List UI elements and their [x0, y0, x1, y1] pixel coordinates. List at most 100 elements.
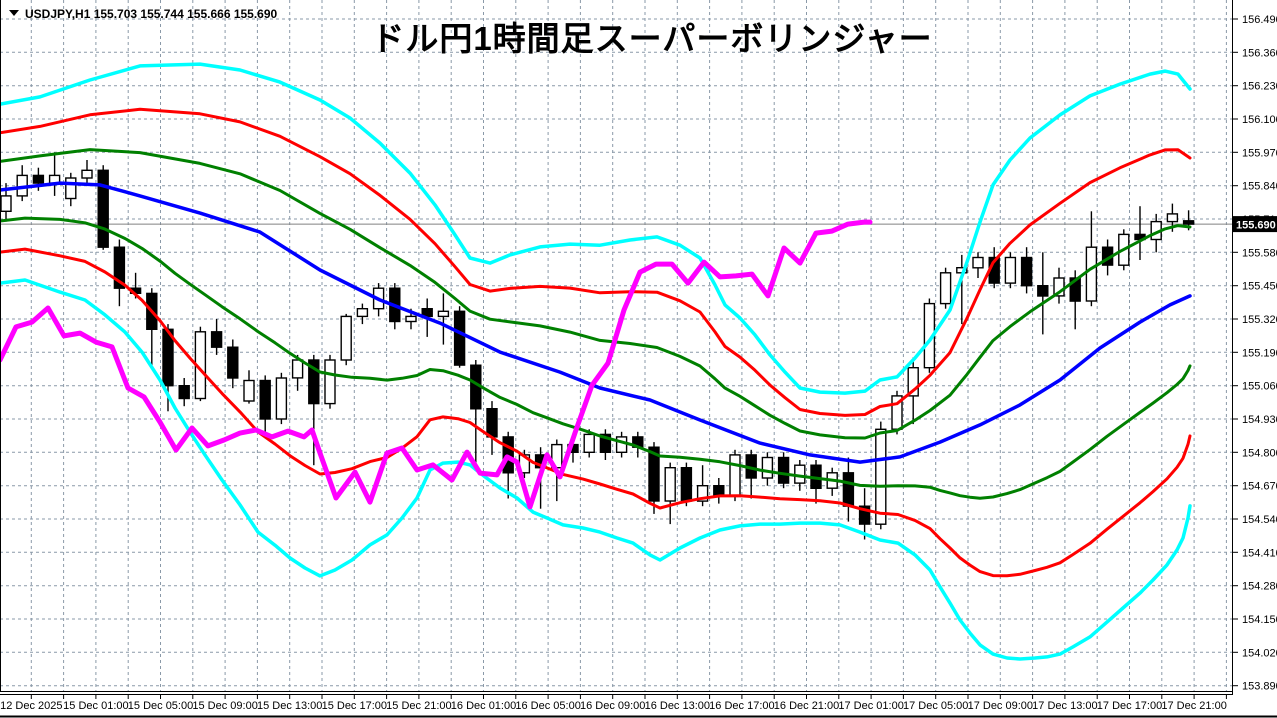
candle-down	[486, 408, 498, 438]
time-tick-label: 16 Dec 17:00	[709, 700, 774, 712]
price-tick-label: 154.280	[1242, 581, 1277, 593]
candle-up	[729, 454, 741, 497]
band-minus-2sigma	[0, 247, 1192, 578]
price-tick-label: 154.670	[1242, 481, 1277, 493]
lagging-span-line	[0, 219, 873, 510]
price-tick-label: 154.410	[1242, 547, 1277, 559]
candle-down	[1037, 285, 1049, 297]
band-minus-3sigma	[0, 278, 1192, 661]
price-tick-label: 155.060	[1242, 381, 1277, 393]
candle-up	[1166, 213, 1179, 223]
candles	[0, 152, 1195, 540]
time-tick-label: 12 Dec 2025	[0, 700, 62, 712]
candle-up	[972, 256, 984, 269]
price-tick-label: 155.840	[1242, 181, 1277, 193]
candle-up	[81, 169, 93, 179]
candle-down	[227, 346, 239, 379]
time-tick-label: 16 Dec 21:00	[774, 700, 839, 712]
time-tick-label: 16 Dec 05:00	[515, 700, 580, 712]
price-tick-label: 155.190	[1242, 347, 1277, 359]
price-tick-label: 156.100	[1242, 114, 1277, 126]
candle-up	[275, 377, 288, 420]
band-plus-1sigma	[0, 148, 1192, 440]
candle-up	[664, 467, 676, 502]
candle-down	[858, 505, 871, 525]
candle-up	[907, 367, 919, 397]
time-tick-label: 17 Dec 21:00	[1161, 700, 1226, 712]
price-tick-label: 153.890	[1242, 681, 1277, 693]
lagging-span	[0, 219, 873, 510]
candle-down	[1020, 256, 1033, 287]
price-tick-label: 154.020	[1242, 647, 1277, 659]
bid-price-tag	[1233, 216, 1277, 233]
candle-up	[356, 308, 369, 318]
candle-down	[777, 456, 790, 484]
price-tick-label: 154.150	[1242, 614, 1277, 626]
band-plus-2sigma	[0, 107, 1192, 417]
candle-up	[405, 315, 417, 323]
candle-down	[680, 467, 693, 502]
price-tick-label: 154.930	[1242, 414, 1277, 426]
candle-up	[696, 485, 709, 502]
price-tick-label: 155.970	[1242, 147, 1277, 159]
candle-up	[324, 359, 336, 405]
chart-title: ドル円1時間足スーパーボリンジャー	[371, 20, 932, 57]
time-tick-label: 17 Dec 17:00	[1097, 700, 1162, 712]
candle-down	[178, 385, 190, 400]
price-tick-label: 156.230	[1242, 81, 1277, 93]
band-plus-3sigma	[0, 62, 1192, 395]
candle-down	[1069, 277, 1081, 302]
grid	[0, 0, 1232, 691]
candle-up	[243, 379, 255, 402]
candle-up	[583, 433, 595, 453]
candle-down	[259, 379, 271, 420]
candle-up	[340, 315, 352, 361]
candle-up	[291, 359, 304, 379]
candle-up	[939, 272, 952, 305]
candle-up	[615, 436, 628, 453]
time-tick-label: 16 Dec 09:00	[580, 700, 645, 712]
candle-down	[210, 331, 223, 348]
time-tick-label: 15 Dec 17:00	[322, 700, 387, 712]
price-axis[interactable]: 156.490 156.360 156.230 156.100 155.970 155.8…	[1233, 14, 1277, 693]
band-minus-1sigma	[0, 216, 1192, 500]
candle-up	[761, 456, 774, 479]
candle-down	[648, 446, 660, 502]
time-tick-label: 17 Dec 13:00	[1032, 700, 1097, 712]
time-tick-label: 15 Dec 21:00	[386, 700, 451, 712]
candle-down	[453, 310, 466, 366]
candle-down	[842, 472, 855, 507]
bid-price-tag-label: 155.690	[1236, 220, 1276, 232]
price-tick-label: 154.800	[1242, 447, 1277, 459]
price-tick-label: 156.490	[1242, 14, 1277, 26]
candle-up	[0, 195, 12, 212]
candle-down	[599, 433, 612, 453]
time-tick-label: 17 Dec 01:00	[838, 700, 903, 712]
center-sma-line	[0, 181, 1192, 464]
bollinger-bands	[0, 62, 1192, 661]
time-tick-label: 15 Dec 13:00	[257, 700, 322, 712]
price-tick-label: 155.580	[1242, 247, 1277, 259]
price-tick-label: 156.360	[1242, 47, 1277, 59]
candle-up	[1004, 256, 1017, 284]
time-tick-label: 15 Dec 09:00	[192, 700, 257, 712]
candle-up	[65, 177, 77, 200]
time-tick-label: 16 Dec 01:00	[451, 700, 516, 712]
price-tick-label: 155.450	[1242, 281, 1277, 293]
candle-down	[113, 246, 126, 289]
time-tick-label: 15 Dec 05:00	[128, 700, 193, 712]
time-tick-label: 17 Dec 09:00	[968, 700, 1033, 712]
time-tick-label: 16 Dec 13:00	[645, 700, 710, 712]
candle-up	[1085, 246, 1098, 302]
candle-down	[308, 359, 320, 405]
time-axis[interactable]: 12 Dec 2025 15 Dec 01:00 15 Dec 05:00 15 De…	[0, 695, 1227, 712]
symbol-ohlc-text: USDJPY,H1 155.703 155.744 155.666 155.69…	[25, 7, 278, 21]
symbol-info: USDJPY,H1 155.703 155.744 155.666 155.69…	[9, 7, 278, 21]
symbol-dropdown-icon[interactable]	[9, 10, 19, 16]
price-tick-label: 154.540	[1242, 514, 1277, 526]
candle-down	[32, 174, 45, 184]
candle-up	[875, 428, 887, 525]
